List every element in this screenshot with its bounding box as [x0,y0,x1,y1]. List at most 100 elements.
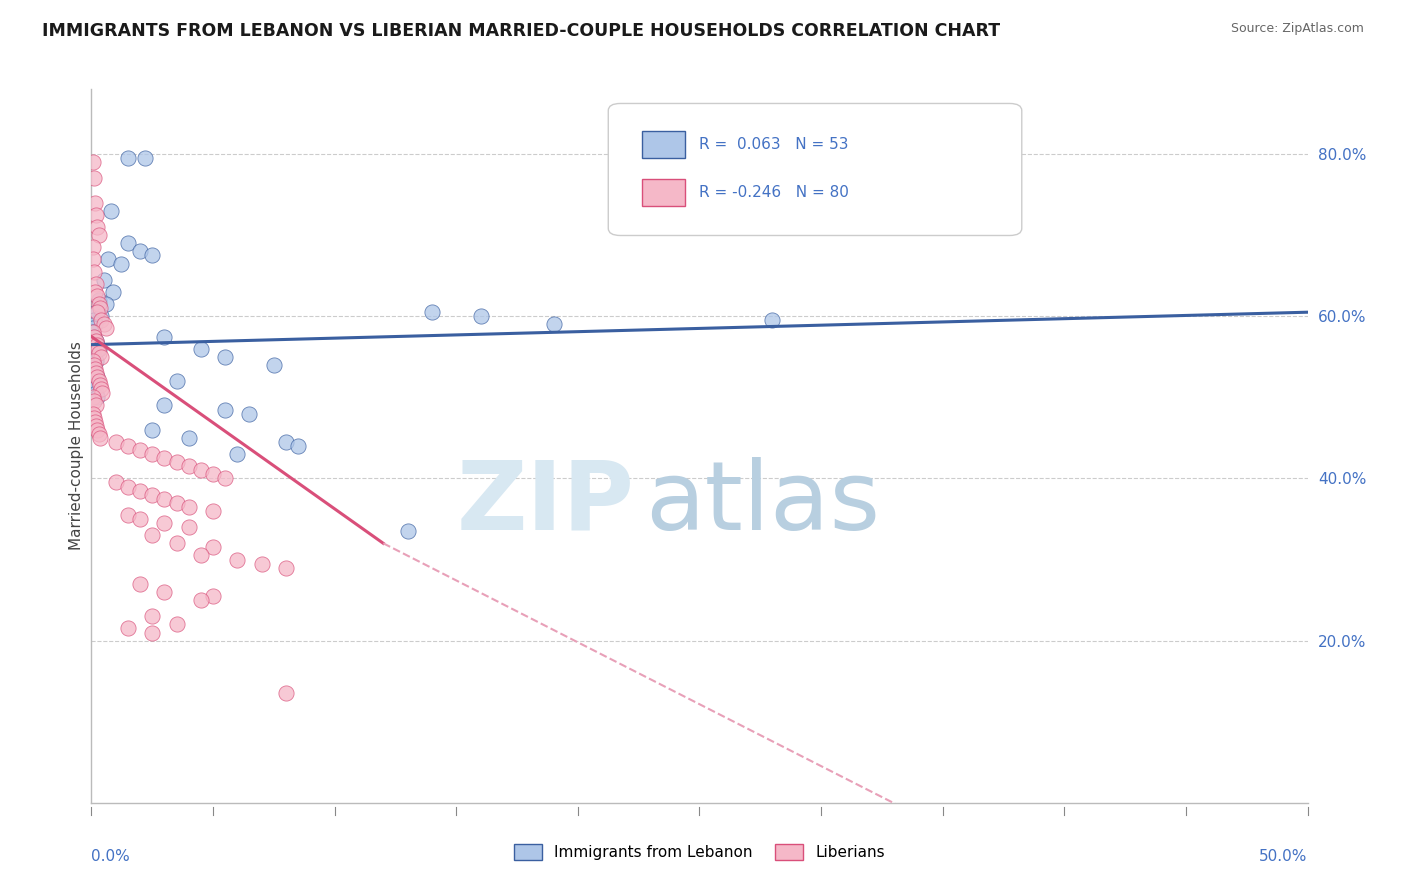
Point [103,285,125,299]
Point [274,434,297,449]
Point [84,305,107,319]
Point [87,374,110,388]
Point [202,504,225,518]
Point [89,431,111,445]
Point [83,362,105,376]
Point [82,374,104,388]
Point [202,467,225,482]
Point [117,508,139,522]
Point [84,354,107,368]
Point [87,293,110,307]
Point [87,426,110,441]
Point [250,557,273,571]
Point [86,423,108,437]
Point [129,483,152,498]
Point [166,374,188,388]
Point [82,345,104,359]
Point [214,402,236,417]
Text: 0.0%: 0.0% [91,849,131,864]
Point [190,463,212,477]
Point [82,354,104,368]
Point [84,362,107,376]
Point [202,589,225,603]
Point [761,313,783,327]
Point [94,321,117,335]
Text: R = -0.246   N = 80: R = -0.246 N = 80 [699,186,849,200]
Point [83,171,105,186]
Point [177,459,200,474]
Legend: Immigrants from Lebanon, Liberians: Immigrants from Lebanon, Liberians [508,838,891,866]
Point [238,407,260,421]
Point [177,431,200,445]
Point [117,439,139,453]
Point [153,451,176,466]
Point [287,439,309,453]
Point [84,195,107,210]
Text: ZIP: ZIP [456,457,634,549]
Point [129,512,152,526]
Point [84,334,107,348]
Point [82,321,104,335]
Point [420,305,443,319]
FancyBboxPatch shape [643,179,685,206]
Point [82,326,104,340]
Point [141,528,163,542]
Point [84,366,107,380]
Point [134,151,156,165]
Text: IMMIGRANTS FROM LEBANON VS LIBERIAN MARRIED-COUPLE HOUSEHOLDS CORRELATION CHART: IMMIGRANTS FROM LEBANON VS LIBERIAN MARR… [42,22,1000,40]
Point [84,334,107,348]
Point [129,577,152,591]
Point [87,342,110,356]
Point [117,622,139,636]
Point [83,329,105,343]
Point [117,151,139,165]
Point [86,390,108,404]
Point [263,358,285,372]
Point [90,350,112,364]
Point [84,208,107,222]
Point [190,593,212,607]
Point [83,329,105,343]
Point [84,386,107,401]
Point [82,155,104,169]
Point [274,686,297,700]
Point [543,318,565,332]
Point [83,358,105,372]
Point [84,318,107,332]
Point [177,500,200,514]
Point [83,313,105,327]
Point [166,617,188,632]
Point [87,297,110,311]
Point [129,244,152,259]
Point [83,382,105,396]
Point [84,285,107,299]
Point [93,273,115,287]
Point [470,310,492,324]
Point [82,407,104,421]
Point [86,220,108,235]
Point [274,560,297,574]
Point [110,256,132,270]
Point [89,301,111,315]
Point [226,447,249,461]
Point [214,471,236,485]
Point [84,415,107,429]
Point [129,443,152,458]
Point [153,329,176,343]
Point [83,410,105,425]
Point [90,313,112,327]
Point [226,552,249,566]
Point [83,265,105,279]
Point [84,418,107,433]
Point [104,475,127,490]
Point [177,520,200,534]
Point [82,240,104,254]
Text: R =  0.063   N = 53: R = 0.063 N = 53 [699,137,849,153]
Point [87,342,110,356]
Point [83,350,105,364]
Point [153,516,176,530]
Point [166,536,188,550]
Point [91,386,114,401]
Point [153,491,176,506]
Point [86,305,108,319]
